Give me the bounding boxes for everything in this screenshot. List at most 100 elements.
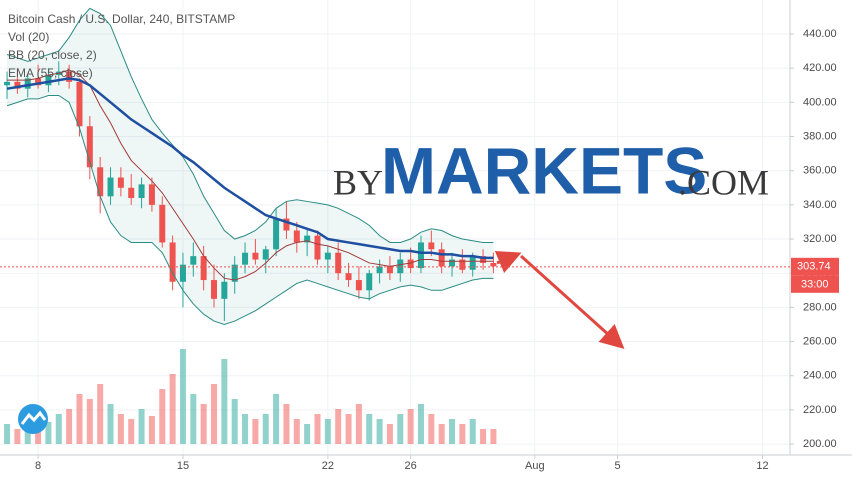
logo (18, 404, 48, 434)
volume-bar (86, 399, 93, 444)
volume-bar (397, 414, 404, 444)
y-tick-label: 400.00 (803, 96, 837, 108)
annotation-arrow (494, 250, 625, 350)
y-tick-label: 240.00 (803, 370, 837, 382)
volume-bar (490, 429, 497, 444)
x-tick-label: 12 (756, 460, 768, 472)
x-tick-label: Aug (525, 460, 545, 472)
last-price-box (791, 257, 839, 276)
volume-bar (273, 394, 280, 444)
candle-body (366, 273, 373, 291)
y-tick-label: 340.00 (803, 199, 837, 211)
candle-body (211, 280, 218, 299)
y-tick-label: 420.00 (803, 62, 837, 74)
watermark-prefix: BY (333, 162, 383, 202)
volume-bar (117, 414, 124, 444)
volume-bar (324, 419, 331, 444)
candle-body (159, 204, 166, 243)
y-tick-label: 440.00 (803, 28, 837, 40)
countdown-label: 33:00 (801, 279, 829, 291)
x-tick-label: 5 (615, 460, 621, 472)
volume-bar (335, 409, 342, 444)
volume-bar (211, 384, 218, 444)
volume-bar (262, 414, 269, 444)
candle-body (376, 266, 383, 274)
y-tick-label: 260.00 (803, 335, 837, 347)
volume-bar (14, 429, 21, 444)
volume-bar (66, 409, 73, 444)
candle-body (293, 230, 300, 243)
chart-title: Bitcoin Cash / U.S. Dollar, 240, BITSTAM… (8, 12, 235, 26)
candle-body (490, 262, 497, 267)
candle-body (169, 242, 176, 282)
volume-bar (283, 404, 290, 444)
volume-bar (438, 424, 445, 444)
volume-bar (138, 409, 145, 444)
candle-body (45, 75, 52, 86)
indicator-label: BB (20, close, 2) (8, 48, 97, 62)
volume-bar (169, 374, 176, 444)
candle-body (14, 81, 21, 89)
candle-body (86, 126, 93, 168)
candle-body (335, 252, 342, 274)
candle-body (314, 235, 321, 260)
y-tick-label: 320.00 (803, 233, 837, 245)
volume-bar (128, 419, 135, 444)
candle-body (66, 71, 73, 82)
candle-body (407, 259, 414, 269)
candle-body (449, 259, 456, 267)
volume-bar (345, 414, 352, 444)
candle-body (428, 242, 435, 250)
volume-bar (190, 394, 197, 444)
candle-body (148, 184, 155, 205)
volume-bar (293, 419, 300, 444)
candle-body (262, 249, 269, 260)
ema-line (6, 77, 494, 260)
volume-bar (55, 414, 62, 444)
candle-body (469, 256, 476, 270)
candle-body (324, 252, 331, 260)
candle-body (200, 256, 207, 281)
candle-body (4, 81, 11, 86)
candle-body (480, 256, 487, 263)
volume-bar (35, 426, 42, 444)
x-tick-label: 26 (405, 460, 417, 472)
candle-body (242, 252, 249, 265)
volume-bar (252, 419, 259, 444)
volume-bar (200, 404, 207, 444)
candle-body (304, 235, 311, 243)
volume-bar (179, 349, 186, 444)
volume-bar (314, 414, 321, 444)
candle-body (128, 187, 135, 199)
volume-bar (242, 414, 249, 444)
watermark-suffix: .COM (678, 162, 769, 202)
arrow-up (494, 250, 522, 274)
volume-bar (459, 424, 466, 444)
y-tick-label: 200.00 (803, 438, 837, 450)
candle-body (190, 256, 197, 265)
candle-body (345, 273, 352, 281)
arrow-down (519, 254, 625, 350)
candle-body (417, 242, 424, 269)
candle-body (459, 259, 466, 270)
volume-bar (386, 424, 393, 444)
y-tick-label: 220.00 (803, 404, 837, 416)
countdown-box (791, 275, 839, 293)
volume-bar (76, 394, 83, 444)
candle-body (231, 264, 238, 282)
bb-upper (6, 7, 494, 243)
volume-bar (304, 424, 311, 444)
volume-bar (148, 416, 155, 444)
candle-body (179, 264, 186, 282)
volume-bar (45, 422, 52, 444)
y-tick-label: 360.00 (803, 165, 837, 177)
volume-bar (366, 414, 373, 444)
bb-lower (6, 95, 494, 325)
candle-body (117, 177, 124, 188)
candle-body (24, 78, 31, 89)
volume-bar (231, 399, 238, 444)
volume-bar (417, 404, 424, 444)
candles (4, 61, 497, 322)
candle-body (35, 78, 42, 86)
candle-body (97, 167, 104, 197)
